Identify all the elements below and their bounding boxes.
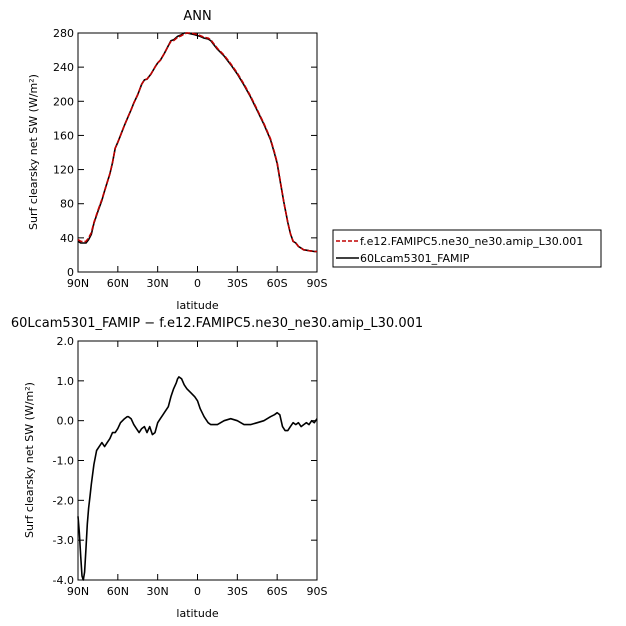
top-y-tick-label: 120 — [53, 164, 74, 177]
top-y-tick-label: 200 — [53, 95, 74, 108]
top-x-axis: 90N 60N 30N 0 30S 60S 90S — [67, 33, 328, 290]
top-y-tick-label: 280 — [53, 27, 74, 40]
bottom-x-tick-label: 60N — [107, 585, 129, 598]
top-series-line-2 — [77, 32, 317, 253]
legend-box — [332, 229, 602, 268]
top-x-tick-label: 30S — [227, 277, 248, 290]
legend-label-series-2: 60Lcam5301_FAMIP — [360, 252, 470, 265]
bottom-y-tick-label: -1.0 — [53, 455, 74, 468]
top-x-axis-label: latitude — [176, 299, 218, 312]
top-y-axis: 0 40 80 120 160 200 240 280 — [53, 27, 317, 279]
legend-label-series-1: f.e12.FAMIPC5.ne30_ne30.amip_L30.001 — [360, 235, 583, 248]
bottom-y-tick-label: 2.0 — [57, 335, 75, 348]
bottom-series-line-1 — [77, 376, 318, 581]
bottom-plot-frame — [77, 340, 318, 581]
top-x-tick-label: 90S — [307, 277, 328, 290]
legend: f.e12.FAMIPC5.ne30_ne30.amip_L30.001 60L… — [332, 229, 602, 268]
bottom-y-tick-label: -3.0 — [53, 534, 74, 547]
top-x-tick-label: 90N — [67, 277, 89, 290]
bottom-x-axis: 90N 60N 30N 0 30S 60S 90S — [67, 341, 328, 598]
bottom-series-lines — [77, 376, 318, 581]
bottom-y-tick-label: -4.0 — [53, 574, 74, 587]
top-y-tick-label: 40 — [60, 232, 74, 245]
top-y-tick-label: 240 — [53, 61, 74, 74]
bottom-x-tick-label: 90N — [67, 585, 89, 598]
top-series-line-1 — [77, 32, 317, 253]
top-series-lines — [77, 32, 317, 253]
top-chart-title: ANN — [183, 9, 211, 24]
top-x-tick-label: 60N — [107, 277, 129, 290]
bottom-y-axis-label: Surf clearsky net SW (W/m²) — [23, 382, 36, 538]
bottom-x-tick-label: 30N — [147, 585, 169, 598]
top-panel: ANN 90N 60N 30N 0 30S 60S 90S 0 40 80 120 160 200 24… — [27, 9, 328, 312]
top-x-tick-label: 60S — [267, 277, 288, 290]
bottom-y-tick-label: 0.0 — [57, 415, 75, 428]
bottom-chart-title: 60Lcam5301_FAMIP − f.e12.FAMIPC5.ne30_ne… — [11, 316, 423, 331]
top-x-tick-label: 0 — [194, 277, 201, 290]
bottom-y-axis: -4.0 -3.0 -2.0 -1.0 0.0 1.0 2.0 — [53, 335, 317, 587]
top-y-tick-label: 80 — [60, 198, 74, 211]
top-y-axis-label: Surf clearsky net SW (W/m²) — [27, 74, 40, 230]
top-y-tick-label: 160 — [53, 129, 74, 142]
bottom-x-tick-label: 0 — [194, 585, 201, 598]
bottom-x-axis-label: latitude — [176, 607, 218, 620]
bottom-panel: 60Lcam5301_FAMIP − f.e12.FAMIPC5.ne30_ne… — [11, 316, 423, 620]
top-x-tick-label: 30N — [147, 277, 169, 290]
top-y-tick-label: 0 — [67, 266, 74, 279]
bottom-y-tick-label: 1.0 — [57, 375, 75, 388]
bottom-y-tick-label: -2.0 — [53, 494, 74, 507]
bottom-x-tick-label: 90S — [307, 585, 328, 598]
bottom-x-tick-label: 30S — [227, 585, 248, 598]
bottom-x-tick-label: 60S — [267, 585, 288, 598]
